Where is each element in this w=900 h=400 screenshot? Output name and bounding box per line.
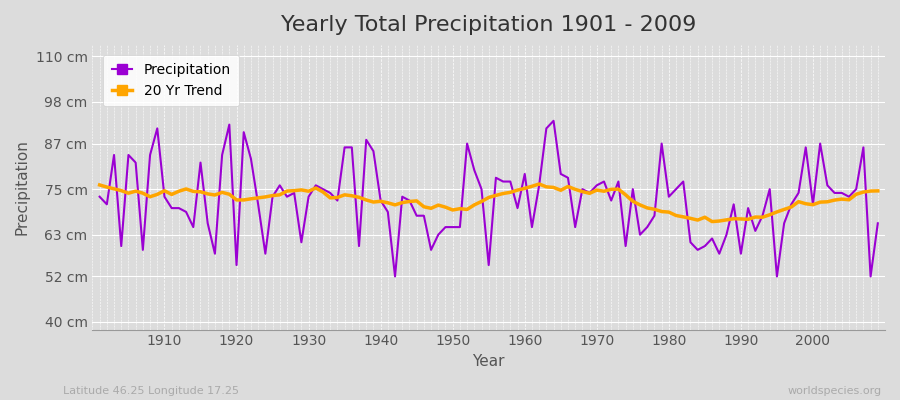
Text: Latitude 46.25 Longitude 17.25: Latitude 46.25 Longitude 17.25 <box>63 386 239 396</box>
X-axis label: Year: Year <box>472 354 505 369</box>
Title: Yearly Total Precipitation 1901 - 2009: Yearly Total Precipitation 1901 - 2009 <box>281 15 697 35</box>
Y-axis label: Precipitation: Precipitation <box>15 139 30 235</box>
Text: worldspecies.org: worldspecies.org <box>788 386 882 396</box>
Legend: Precipitation, 20 Yr Trend: Precipitation, 20 Yr Trend <box>104 55 239 106</box>
